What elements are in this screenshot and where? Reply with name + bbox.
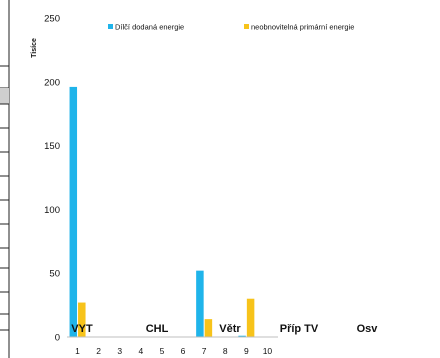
legend-label: neobnovitelná primární energie <box>251 23 354 32</box>
x-axis-ticks: 1 2 3 4 5 6 7 8 9 10 <box>75 346 272 356</box>
x-tick-label: 3 <box>117 346 122 356</box>
x-tick-label: 10 <box>263 346 273 356</box>
bars <box>69 86 255 338</box>
x-tick-label: 1 <box>75 346 80 356</box>
bar-delivered-1 <box>69 86 78 338</box>
y-axis-label: Tisíce <box>31 38 38 58</box>
group-labels: VYT CHL Větr Příp TV Osv <box>71 323 378 335</box>
x-tick-label: 9 <box>244 346 249 356</box>
bar-primary-7 <box>204 319 213 337</box>
group-label: Větr <box>219 323 241 335</box>
group-label: CHL <box>146 323 169 335</box>
bar-delivered-9 <box>238 335 246 337</box>
group-label: VYT <box>71 323 93 335</box>
group-label: Osv <box>357 323 379 335</box>
x-tick-label: 4 <box>138 346 143 356</box>
x-tick-label: 7 <box>202 346 207 356</box>
legend-label: Dílčí dodaná energie <box>115 23 184 32</box>
group-label: Příp TV <box>280 323 319 335</box>
legend-swatch <box>244 24 249 29</box>
y-tick-label: 150 <box>44 141 60 152</box>
x-tick-label: 2 <box>96 346 101 356</box>
bar-delivered-7 <box>196 270 204 337</box>
y-tick-label: 250 <box>44 14 60 25</box>
x-tick-label: 5 <box>160 346 165 356</box>
legend: Dílčí dodaná energie neobnovitelná primár… <box>108 23 354 32</box>
left-edge-lines <box>0 0 10 358</box>
y-axis-ticks: 0 50 100 150 200 250 <box>44 14 60 344</box>
y-tick-label: 0 <box>55 333 60 344</box>
x-tick-label: 6 <box>181 346 186 356</box>
x-tick-label: 8 <box>223 346 228 356</box>
y-tick-label: 200 <box>44 77 60 88</box>
bar-primary-9 <box>246 298 255 337</box>
y-tick-label: 50 <box>49 269 60 280</box>
y-tick-label: 100 <box>44 205 60 216</box>
bar-primary-1 <box>78 302 86 337</box>
legend-swatch <box>108 24 113 29</box>
